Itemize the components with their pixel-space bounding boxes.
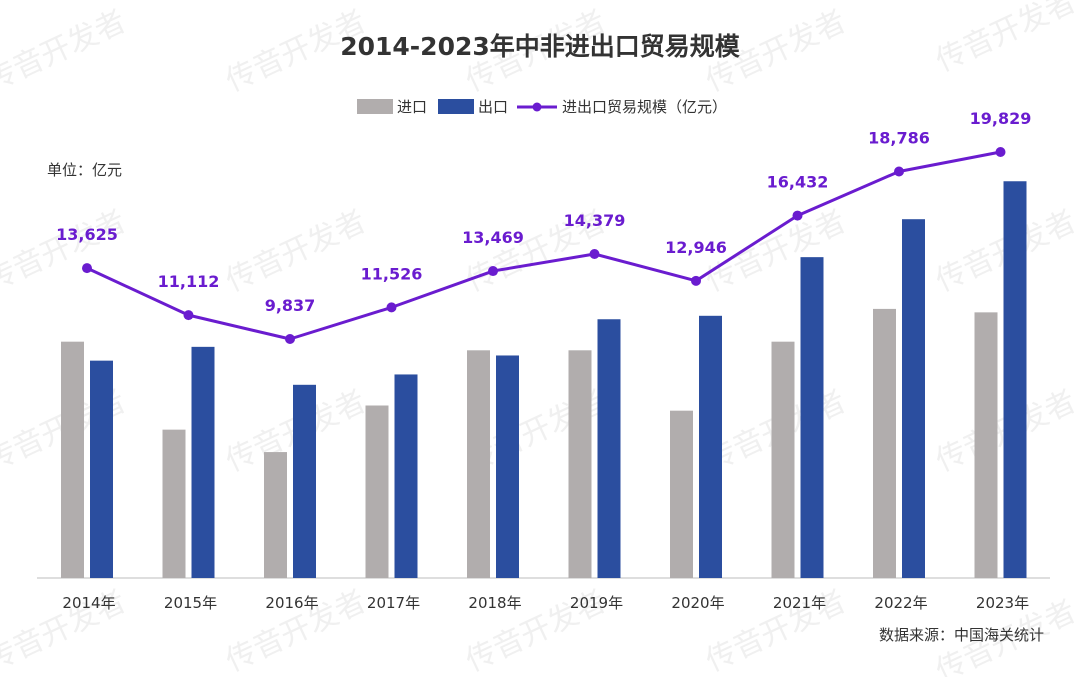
total-value-label-9: 18,786 bbox=[868, 129, 930, 148]
x-tick-label: 2015年 bbox=[164, 594, 217, 612]
x-tick-label: 2022年 bbox=[874, 594, 927, 612]
bar-export-6 bbox=[597, 319, 621, 578]
chart-title: 2014-2023年中非进出口贸易规模 bbox=[340, 32, 741, 61]
bar-import-7 bbox=[670, 410, 693, 578]
total-value-label-5: 13,469 bbox=[462, 228, 524, 247]
bar-import-3 bbox=[264, 452, 287, 578]
x-tick-label: 2017年 bbox=[367, 594, 420, 612]
watermark-text: 传音开发者 bbox=[0, 4, 131, 99]
x-tick-label: 2023年 bbox=[976, 594, 1029, 612]
bar-export-10 bbox=[1003, 181, 1027, 578]
bar-import-5 bbox=[467, 350, 490, 578]
bar-export-1 bbox=[90, 360, 113, 578]
legend-label-import: 进口 bbox=[397, 98, 427, 116]
bar-export-7 bbox=[699, 315, 722, 578]
x-tick-label: 2021年 bbox=[773, 594, 826, 612]
x-tick-label: 2014年 bbox=[62, 594, 115, 612]
bar-export-4 bbox=[394, 374, 418, 578]
watermark-text: 传音开发者 bbox=[931, 0, 1080, 79]
total-value-label-7: 12,946 bbox=[665, 238, 727, 257]
total-point-6 bbox=[589, 248, 600, 259]
bar-export-8 bbox=[800, 257, 824, 578]
bar-import-2 bbox=[162, 429, 186, 578]
total-point-7 bbox=[691, 275, 701, 286]
source-label: 数据来源：中国海关统计 bbox=[879, 626, 1044, 644]
bar-export-2 bbox=[191, 346, 215, 578]
legend: 进口 出口 进出口贸易规模（亿元） bbox=[357, 98, 727, 116]
total-value-label-8: 16,432 bbox=[767, 173, 829, 192]
value-labels: 13,625 11,112 9,837 11,526 13,469 14,379 12,94… bbox=[56, 109, 1031, 315]
bar-export-5 bbox=[496, 355, 519, 578]
total-point-1 bbox=[82, 263, 92, 274]
watermark-text: 传音开发者 bbox=[0, 204, 131, 299]
bar-import-1 bbox=[61, 341, 84, 578]
total-point-8 bbox=[792, 210, 803, 221]
legend-swatch-import bbox=[357, 99, 393, 114]
total-value-label-3: 9,837 bbox=[265, 296, 316, 315]
total-value-label-1: 13,625 bbox=[56, 225, 118, 244]
total-point-9 bbox=[894, 166, 904, 177]
total-line-series bbox=[82, 147, 1006, 344]
total-point-5 bbox=[488, 266, 498, 277]
total-point-2 bbox=[183, 310, 194, 321]
legend-marker-total bbox=[532, 102, 542, 112]
bar-import-4 bbox=[365, 405, 389, 578]
legend-label-export: 出口 bbox=[478, 98, 508, 116]
x-tick-label: 2018年 bbox=[468, 594, 521, 612]
legend-label-total: 进出口贸易规模（亿元） bbox=[562, 98, 727, 116]
bar-import-9 bbox=[873, 308, 896, 578]
unit-label: 单位：亿元 bbox=[47, 161, 122, 179]
total-value-label-10: 19,829 bbox=[970, 109, 1032, 128]
total-point-3 bbox=[285, 334, 295, 344]
total-point-10 bbox=[995, 147, 1006, 157]
x-tick-label: 2019年 bbox=[570, 594, 623, 612]
total-value-label-6: 14,379 bbox=[564, 211, 626, 230]
x-tick-label: 2020年 bbox=[671, 594, 724, 612]
total-point-4 bbox=[386, 302, 397, 313]
legend-swatch-export bbox=[438, 99, 474, 114]
total-line bbox=[86, 150, 1001, 341]
bar-export-3 bbox=[293, 384, 316, 578]
watermark-text: 传音开发者 bbox=[221, 204, 372, 299]
bar-import-6 bbox=[568, 350, 592, 578]
x-tick-label: 2016年 bbox=[265, 594, 318, 612]
bar-import-8 bbox=[771, 341, 795, 578]
bar-import-10 bbox=[974, 312, 998, 578]
x-tick-labels: 2014年 2015年 2016年 2017年 2018年 2019年 2020年 2021年… bbox=[62, 594, 1029, 612]
total-value-label-2: 11,112 bbox=[158, 272, 220, 291]
total-value-label-4: 11,526 bbox=[361, 264, 423, 283]
bar-export-9 bbox=[902, 219, 925, 578]
bars bbox=[61, 181, 1027, 578]
